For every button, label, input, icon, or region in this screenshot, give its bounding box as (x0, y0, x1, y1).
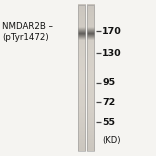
Text: (pTyr1472): (pTyr1472) (2, 33, 49, 42)
Text: NMDAR2B –: NMDAR2B – (2, 22, 53, 31)
Bar (87, 5, 94, 151)
Bar (78, 5, 85, 151)
Text: (KD): (KD) (102, 136, 121, 145)
Text: 55: 55 (102, 118, 115, 127)
Text: 72: 72 (102, 98, 115, 107)
Text: 95: 95 (102, 78, 115, 87)
Text: 170: 170 (102, 27, 122, 36)
Text: 130: 130 (102, 49, 122, 58)
